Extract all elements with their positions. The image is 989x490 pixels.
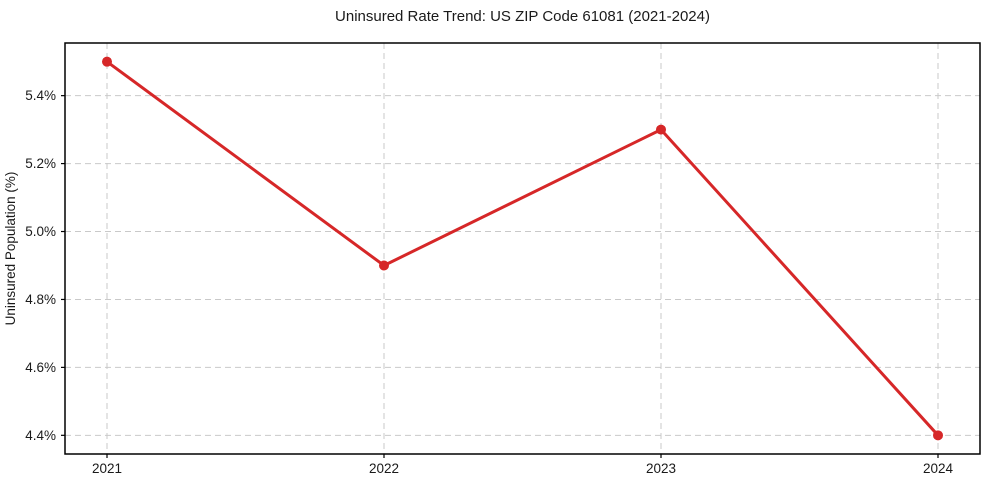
plot-border xyxy=(64,42,981,455)
y-axis-label: Uninsured Population (%) xyxy=(3,172,18,326)
data-point xyxy=(102,56,112,67)
x-tick-label: 2023 xyxy=(646,461,676,476)
y-tick-label: 4.8% xyxy=(25,292,56,307)
data-point xyxy=(656,124,666,135)
data-point xyxy=(933,430,943,441)
y-tick-label: 4.4% xyxy=(25,428,56,443)
x-tick-label: 2021 xyxy=(92,461,122,476)
data-point xyxy=(379,260,389,271)
y-tick-label: 5.2% xyxy=(25,156,56,171)
x-tick-label: 2022 xyxy=(369,461,399,476)
y-tick-label: 5.0% xyxy=(25,224,56,239)
y-tick-label: 4.6% xyxy=(25,360,56,375)
data-line xyxy=(105,60,940,437)
chart-title: Uninsured Rate Trend: US ZIP Code 61081 … xyxy=(335,8,710,25)
x-tick-label: 2024 xyxy=(923,461,954,476)
y-tick-label: 5.4% xyxy=(25,88,56,103)
